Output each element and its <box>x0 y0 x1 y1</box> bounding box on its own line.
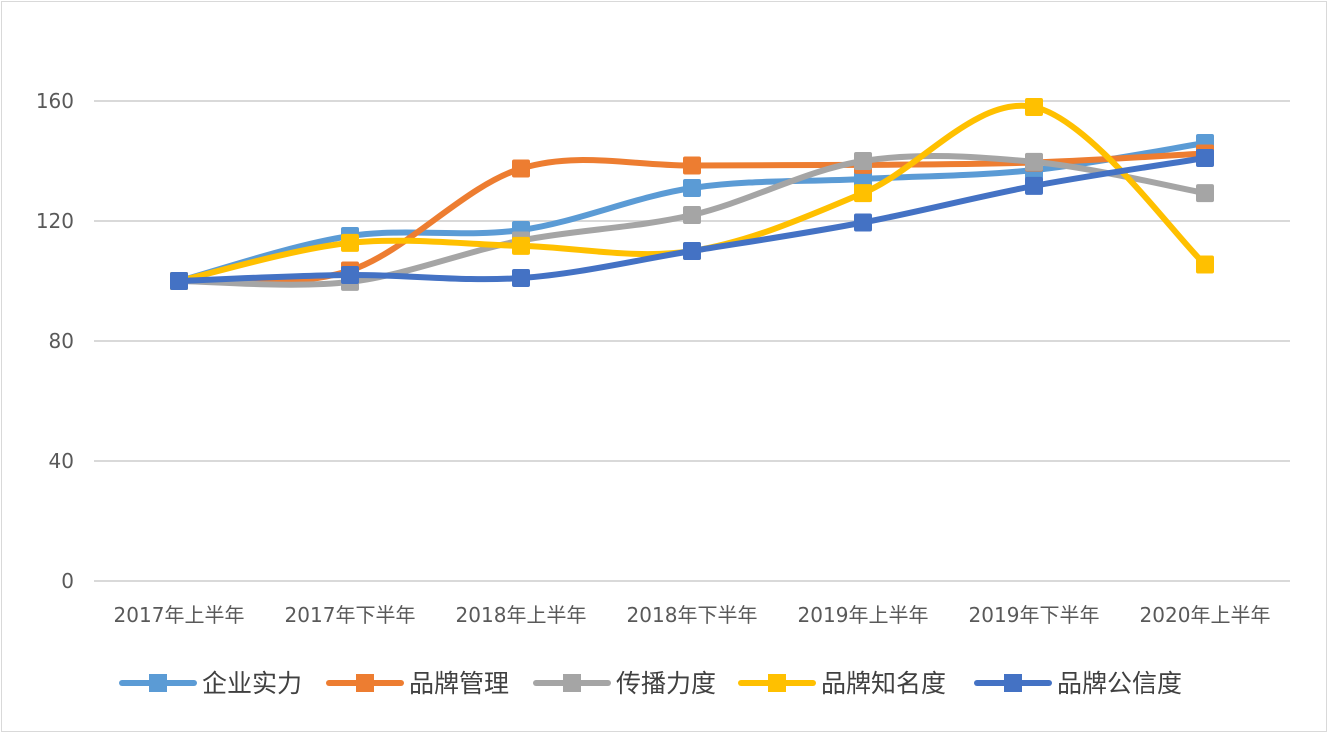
data-point-marker <box>683 206 701 224</box>
legend-item: 品牌管理 <box>326 669 509 698</box>
x-tick-label: 2020年上半年 <box>1140 603 1271 627</box>
legend-label: 品牌知名度 <box>821 669 946 698</box>
x-tick-label: 2019年下半年 <box>969 603 1100 627</box>
data-point-marker <box>1196 255 1214 274</box>
data-point-marker <box>170 272 188 290</box>
data-point-marker <box>854 170 872 188</box>
x-tick-label: 2018年上半年 <box>456 603 587 627</box>
legend-item: 品牌知名度 <box>738 669 946 698</box>
legend-marker-icon <box>1004 674 1022 692</box>
legend-label: 传播力度 <box>616 669 716 698</box>
legend-item: 企业实力 <box>119 669 302 698</box>
data-point-marker <box>854 184 872 203</box>
data-point-marker <box>512 236 530 255</box>
y-tick-label: 120 <box>36 209 74 233</box>
data-point-marker <box>1025 176 1043 195</box>
y-tick-label: 160 <box>36 89 74 113</box>
data-point-marker <box>854 213 872 232</box>
data-point-marker <box>683 242 701 260</box>
data-point-marker <box>1025 152 1043 171</box>
legend-marker-icon <box>149 674 167 692</box>
y-tick-label: 80 <box>49 329 74 353</box>
legend-marker-icon <box>356 674 374 692</box>
y-tick-label: 0 <box>61 569 74 593</box>
data-point-marker <box>1196 184 1214 203</box>
series-4 <box>170 149 1214 290</box>
x-tick-label: 2017年上半年 <box>114 603 245 627</box>
legend-label: 企业实力 <box>202 669 302 698</box>
legend-label: 品牌公信度 <box>1057 669 1182 698</box>
data-point-marker <box>512 159 530 178</box>
legend-marker-icon <box>563 674 581 692</box>
legend-marker-icon <box>768 674 786 692</box>
data-point-marker <box>854 152 872 170</box>
y-tick-label: 40 <box>49 449 74 473</box>
data-point-marker <box>1196 149 1214 167</box>
data-point-marker <box>341 233 359 252</box>
data-point-marker <box>1025 98 1043 116</box>
legend-item: 品牌公信度 <box>974 669 1182 698</box>
legend-label: 品牌管理 <box>409 669 509 698</box>
data-point-marker <box>341 266 359 284</box>
data-point-marker <box>683 179 701 197</box>
x-tick-label: 2017年下半年 <box>285 603 416 627</box>
data-point-marker <box>512 269 530 287</box>
x-tick-label: 2019年上半年 <box>798 603 929 627</box>
data-point-marker <box>683 156 701 175</box>
x-tick-label: 2018年下半年 <box>627 603 758 627</box>
legend-item: 传播力度 <box>533 669 716 698</box>
